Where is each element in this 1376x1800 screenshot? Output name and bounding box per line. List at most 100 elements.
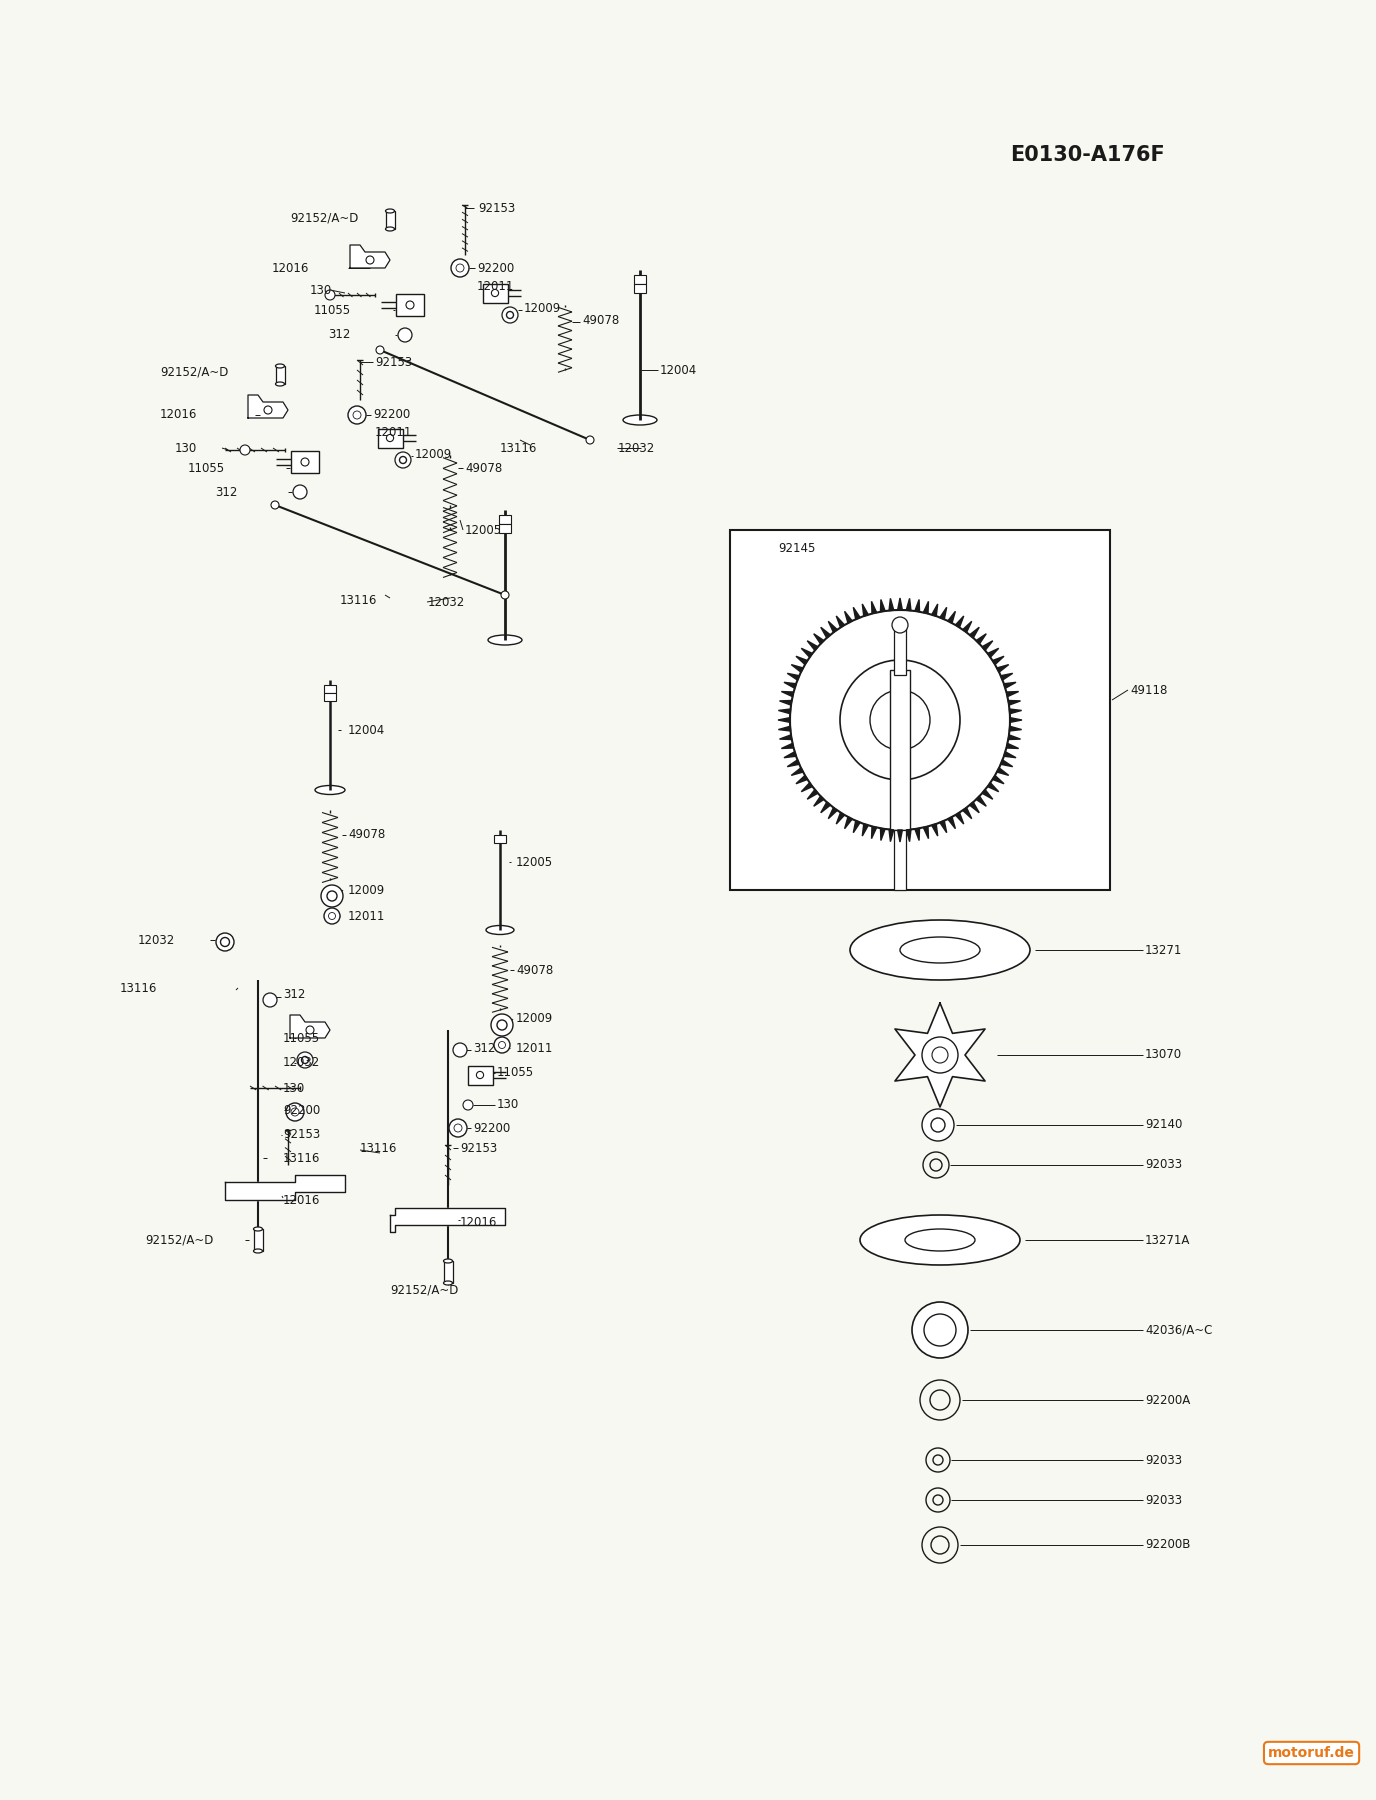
Polygon shape [907, 830, 911, 842]
Text: 92153: 92153 [477, 202, 515, 214]
Circle shape [501, 590, 509, 599]
Text: 11055: 11055 [283, 1031, 321, 1044]
Polygon shape [828, 621, 837, 632]
Polygon shape [813, 634, 824, 644]
Text: 92200: 92200 [477, 261, 515, 274]
Text: 13271A: 13271A [1145, 1233, 1190, 1246]
Text: 12011: 12011 [477, 281, 515, 293]
Text: 12004: 12004 [348, 724, 385, 736]
Ellipse shape [385, 209, 395, 212]
Text: 12009: 12009 [516, 1012, 553, 1024]
Polygon shape [894, 1003, 985, 1107]
Text: 49078: 49078 [582, 313, 619, 326]
Text: 13116: 13116 [120, 981, 157, 994]
Circle shape [301, 457, 310, 466]
Polygon shape [1004, 752, 1015, 758]
Text: 92200A: 92200A [1145, 1393, 1190, 1406]
Bar [890, 670, 910, 830]
Circle shape [839, 661, 960, 779]
Polygon shape [1004, 682, 1015, 688]
Text: 92033: 92033 [1145, 1454, 1182, 1467]
Bar [634, 284, 645, 293]
Polygon shape [787, 760, 799, 767]
Circle shape [922, 1109, 954, 1141]
Polygon shape [226, 1175, 345, 1201]
Polygon shape [845, 817, 852, 828]
Text: 12011: 12011 [376, 425, 413, 439]
Circle shape [476, 1071, 483, 1078]
Polygon shape [923, 601, 929, 614]
Bar [894, 830, 905, 889]
Polygon shape [801, 648, 812, 657]
Polygon shape [982, 641, 992, 650]
Polygon shape [1006, 743, 1018, 749]
Polygon shape [853, 821, 860, 833]
Ellipse shape [315, 785, 345, 794]
Text: 13116: 13116 [283, 1152, 321, 1165]
Polygon shape [976, 796, 987, 806]
Polygon shape [837, 616, 845, 628]
Polygon shape [791, 664, 804, 671]
Polygon shape [940, 821, 947, 833]
Circle shape [453, 1042, 466, 1057]
Polygon shape [976, 634, 987, 644]
Text: 13070: 13070 [1145, 1048, 1182, 1062]
Circle shape [293, 484, 307, 499]
Polygon shape [389, 1208, 505, 1231]
Circle shape [290, 1109, 299, 1116]
Bar [387, 211, 395, 229]
Polygon shape [907, 598, 911, 610]
Polygon shape [897, 598, 903, 610]
Polygon shape [923, 826, 929, 839]
Bar [444, 1262, 453, 1283]
Text: 92153: 92153 [376, 356, 413, 369]
Circle shape [494, 1037, 510, 1053]
Text: 92200B: 92200B [1145, 1539, 1190, 1552]
Text: 92152/A~D: 92152/A~D [144, 1233, 213, 1246]
Text: 42036/A~C: 42036/A~C [1145, 1323, 1212, 1336]
Text: 12009: 12009 [524, 301, 561, 315]
Polygon shape [820, 626, 830, 637]
Circle shape [451, 259, 469, 277]
Bar [323, 693, 336, 700]
Text: 12011: 12011 [516, 1042, 553, 1055]
Circle shape [366, 256, 374, 265]
Circle shape [925, 1314, 956, 1346]
Polygon shape [897, 830, 903, 842]
Circle shape [271, 500, 279, 509]
Polygon shape [996, 769, 1009, 776]
Circle shape [455, 265, 464, 272]
Circle shape [502, 308, 517, 322]
Text: 49118: 49118 [1130, 684, 1167, 697]
Bar [731, 529, 1110, 889]
Text: 312: 312 [327, 328, 351, 342]
Text: 12032: 12032 [428, 596, 465, 608]
Ellipse shape [253, 1228, 263, 1231]
Circle shape [264, 407, 272, 414]
Polygon shape [779, 734, 791, 740]
Text: 92152/A~D: 92152/A~D [290, 212, 358, 225]
Polygon shape [801, 783, 812, 792]
Text: 12016: 12016 [272, 261, 310, 274]
Polygon shape [863, 824, 868, 835]
Polygon shape [813, 796, 824, 806]
Polygon shape [988, 648, 999, 657]
Text: 312: 312 [473, 1042, 495, 1055]
Circle shape [325, 290, 334, 301]
Polygon shape [1000, 760, 1013, 767]
Text: 12032: 12032 [283, 1057, 321, 1069]
Polygon shape [791, 769, 804, 776]
Text: 92200: 92200 [283, 1103, 321, 1116]
Polygon shape [871, 601, 877, 614]
Polygon shape [1009, 700, 1021, 706]
Polygon shape [1010, 718, 1022, 722]
Ellipse shape [488, 635, 522, 644]
Polygon shape [948, 817, 955, 828]
Polygon shape [1006, 691, 1018, 697]
Polygon shape [795, 776, 808, 783]
Polygon shape [970, 626, 980, 637]
Circle shape [922, 1037, 958, 1073]
Circle shape [491, 290, 498, 297]
Text: 12009: 12009 [348, 884, 385, 896]
Circle shape [406, 301, 414, 310]
